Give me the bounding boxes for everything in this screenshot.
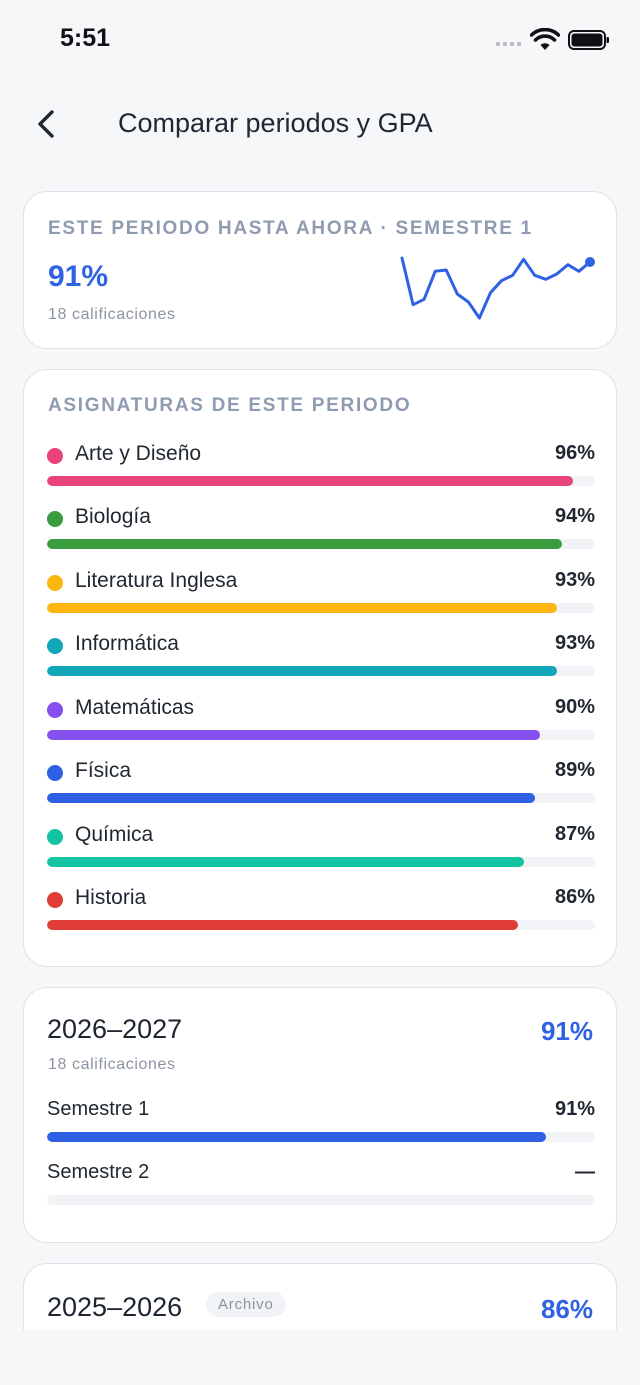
subject-row[interactable]: Química 87%: [47, 821, 595, 871]
subject-progress-fill: [47, 793, 535, 803]
subject-name: Historia: [75, 886, 147, 909]
subject-color-dot: [47, 638, 63, 654]
subject-name: Matemáticas: [75, 696, 195, 719]
wifi-icon: [530, 28, 560, 50]
year-title: 2025–2026: [47, 1292, 183, 1322]
subject-color-dot: [47, 575, 63, 591]
subject-progress-track: [47, 603, 595, 613]
year-percent: 91%: [540, 1016, 593, 1046]
subject-percent: 87%: [554, 823, 595, 845]
subject-row[interactable]: Matemáticas 90%: [47, 694, 595, 744]
subject-color-dot: [47, 892, 63, 908]
subject-percent: 93%: [554, 632, 595, 654]
subject-name: Física: [75, 759, 132, 782]
term-progress-track: [47, 1195, 595, 1205]
sparkline-path: [400, 256, 592, 320]
subject-name: Arte y Diseño: [75, 442, 202, 465]
subject-progress-track: [47, 793, 595, 803]
subject-row[interactable]: Informática 93%: [47, 630, 595, 680]
subject-row[interactable]: Literatura Inglesa 93%: [47, 567, 595, 617]
year-card[interactable]: 2026–2027 91% 18 calificaciones Semestre…: [23, 987, 617, 1243]
subject-percent: 89%: [554, 759, 595, 781]
subjects-card: ASIGNATURAS DE ESTE PERIODO Arte y Diseñ…: [23, 369, 617, 967]
subject-name: Química: [75, 823, 154, 846]
subject-color-dot: [47, 765, 63, 781]
term-progress-fill: [47, 1132, 546, 1142]
subject-name: Informática: [75, 632, 179, 655]
term-name: Semestre 1: [47, 1098, 150, 1120]
back-arrow-icon[interactable]: [28, 104, 68, 144]
subject-progress-fill: [47, 539, 563, 549]
subject-color-dot: [47, 511, 63, 527]
subject-progress-track: [47, 920, 595, 930]
subjects-eyebrow: ASIGNATURAS DE ESTE PERIODO: [48, 395, 412, 416]
current-period-percent: 91%: [48, 260, 109, 293]
current-period-eyebrow: ESTE PERIODO HASTA AHORA · SEMESTRE 1: [48, 218, 533, 239]
subject-progress-track: [47, 539, 595, 549]
subject-name: Literatura Inglesa: [75, 569, 238, 592]
sparkline-latest-point: [585, 257, 595, 267]
subject-progress-track: [47, 730, 595, 740]
subject-progress-track: [47, 476, 595, 486]
subject-progress-fill: [47, 920, 519, 930]
current-period-card: ESTE PERIODO HASTA AHORA · SEMESTRE 1 91…: [23, 191, 617, 349]
subject-color-dot: [47, 702, 63, 718]
subject-row[interactable]: Física 89%: [47, 757, 595, 807]
term-row-semestre-1[interactable]: Semestre 1 91%: [47, 1098, 595, 1148]
subject-name: Biología: [75, 505, 151, 528]
subject-percent: 94%: [554, 505, 595, 527]
subject-row[interactable]: Historia 86%: [47, 884, 595, 934]
subject-percent: 86%: [554, 886, 595, 908]
subject-progress-fill: [47, 730, 541, 740]
subject-percent: 93%: [554, 569, 595, 591]
status-time: 5:51: [60, 24, 111, 52]
subject-progress-track: [47, 666, 595, 676]
current-period-count: 18 calificaciones: [48, 306, 176, 323]
subject-progress-fill: [47, 476, 574, 486]
subject-progress-fill: [47, 603, 557, 613]
subject-color-dot: [47, 448, 63, 464]
subject-progress-track: [47, 857, 595, 867]
term-percent: —: [575, 1161, 595, 1183]
subject-percent: 90%: [554, 696, 595, 718]
subject-row[interactable]: Biología 94%: [47, 503, 595, 553]
subject-row[interactable]: Arte y Diseño 96%: [47, 440, 595, 490]
battery-icon: [568, 30, 609, 50]
year-title: 2026–2027: [47, 1014, 183, 1044]
subject-progress-fill: [47, 666, 557, 676]
archive-badge: Archivo: [206, 1292, 286, 1317]
bottom-edge: [0, 1330, 640, 1385]
term-row-semestre-2[interactable]: Semestre 2 —: [47, 1161, 595, 1211]
term-percent: 91%: [554, 1098, 595, 1120]
trend-sparkline: [400, 256, 595, 320]
year-grade-count: 18 calificaciones: [48, 1056, 176, 1073]
year-percent: 86%: [540, 1294, 593, 1324]
subject-progress-fill: [47, 857, 524, 867]
subject-percent: 96%: [554, 442, 595, 464]
subject-color-dot: [47, 829, 63, 845]
term-progress-track: [47, 1132, 595, 1142]
status-bar: 5:51: [0, 0, 640, 82]
term-name: Semestre 2: [47, 1161, 150, 1183]
page-title: Comparar periodos y GPA: [118, 108, 433, 138]
cellular-signal-icon: [496, 42, 521, 46]
